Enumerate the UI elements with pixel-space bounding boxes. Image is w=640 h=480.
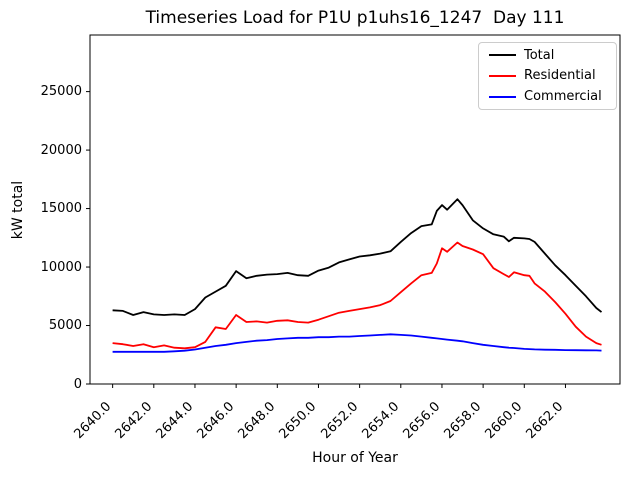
y-tick-label: 20000 (40, 142, 82, 158)
y-tick-label: 10000 (40, 259, 82, 275)
y-tick-label: 15000 (40, 201, 82, 217)
legend-item-total: Total (479, 48, 616, 63)
legend-label-total: Total (524, 47, 555, 63)
series-line-commercial (112, 333, 602, 353)
legend-label-commercial: Commercial (524, 89, 602, 105)
total-line-swatch (489, 54, 516, 57)
legend-label-residential: Residential (524, 68, 596, 84)
y-tick-label: 25000 (40, 84, 82, 100)
legend-item-residential: Residential (479, 68, 616, 83)
axes-box (89, 34, 621, 385)
commercial-line-swatch (489, 95, 516, 98)
chart-title: Timeseries Load for P1U p1uhs16_1247 Day… (145, 8, 565, 28)
y-tick-label: 5000 (48, 318, 82, 334)
legend-item-commercial: Commercial (479, 89, 616, 104)
series-line-total (112, 198, 603, 316)
legend: Total Residential Commercial (478, 42, 617, 110)
residential-line-swatch (489, 74, 516, 77)
series-line-residential (112, 241, 602, 350)
x-axis-label: Hour of Year (312, 450, 398, 466)
y-tick-label: 0 (73, 376, 82, 392)
